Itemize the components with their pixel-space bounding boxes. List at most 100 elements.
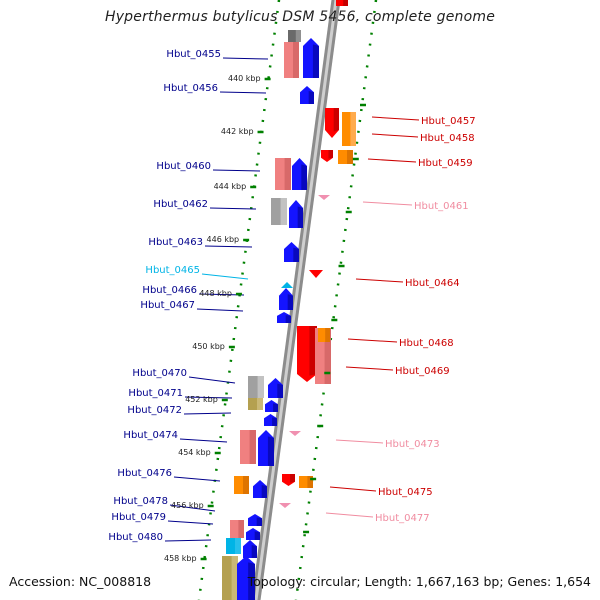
leader-line [212, 169, 261, 172]
accession-text: Accession: NC_008818 [9, 574, 152, 589]
leader-line [219, 91, 267, 94]
feature-box-pink [240, 430, 256, 464]
gene-label-right[interactable]: Hbut_0477 [375, 513, 430, 524]
gene-label-left[interactable]: Hbut_0480 [108, 532, 163, 543]
gene-arrow-forward [279, 288, 293, 310]
gene-arrow-forward [277, 312, 291, 323]
feature-box-gray [248, 376, 264, 398]
feature-box-pink [284, 42, 299, 78]
gene-label-left[interactable]: Hbut_0465 [145, 265, 200, 276]
gene-label-right[interactable]: Hbut_0458 [420, 133, 475, 144]
feature-box-orange [318, 328, 330, 342]
leader-line [209, 207, 257, 210]
ruler-label: 440 kbp [228, 74, 261, 83]
gene-arrow-forward [292, 158, 307, 190]
feature-box-olive [222, 556, 238, 600]
feature-box-olive [248, 398, 263, 410]
gene-label-left[interactable]: Hbut_0467 [140, 300, 195, 311]
gene-arrow-forward [253, 480, 267, 498]
ruler-rail-right [294, 0, 378, 600]
leader-line [169, 504, 216, 512]
gene-label-left[interactable]: Hbut_0463 [148, 237, 203, 248]
leader-line [201, 273, 249, 280]
feature-box-pink [230, 520, 244, 538]
gene-label-right[interactable]: Hbut_0464 [405, 278, 460, 289]
leader-line [196, 308, 244, 312]
feature-box-orange [342, 112, 356, 146]
leader-line [325, 512, 374, 518]
ruler-label: 456 kbp [171, 501, 204, 510]
gene-arrow-forward [243, 540, 257, 558]
gene-arrow-reverse [297, 326, 317, 382]
gene-label-left[interactable]: Hbut_0456 [163, 83, 218, 94]
ruler-label: 452 kbp [185, 395, 218, 404]
leader-line [371, 116, 420, 121]
feature-box-red [336, 0, 348, 6]
gene-label-left[interactable]: Hbut_0476 [117, 468, 172, 479]
feature-box-orange [299, 476, 313, 488]
genome-title: Hyperthermus butylicus DSM 5456, complet… [104, 9, 496, 25]
feature-box-cyan [226, 538, 241, 554]
gene-label-left[interactable]: Hbut_0455 [166, 49, 221, 60]
leader-line [167, 520, 214, 525]
gene-label-left[interactable]: Hbut_0479 [111, 512, 166, 523]
leader-line [355, 278, 404, 283]
gene-label-left[interactable]: Hbut_0460 [156, 161, 211, 172]
feature-box-gray [288, 30, 301, 42]
ruler-labels: 440 kbp 442 kbp 444 kbp 446 kbp 448 kbp 450 k… [164, 74, 366, 563]
gene-label-right[interactable]: Hbut_0459 [418, 158, 473, 169]
gene-label-left[interactable]: Hbut_0470 [132, 368, 187, 379]
ruler-label: 442 kbp [221, 127, 254, 136]
gene-label-left[interactable]: Hbut_0466 [142, 285, 197, 296]
leader-line [164, 539, 212, 542]
leader-line [345, 366, 394, 371]
genome-backbone [251, 0, 341, 600]
gene-labels: Hbut_0455 Hbut_0456 Hbut_0460 Hbut_0462 Hbut… [108, 49, 475, 543]
gene-label-left[interactable]: Hbut_0474 [123, 430, 178, 441]
genome-summary-text: Topology: circular; Length: 1,667,163 bp… [247, 574, 591, 589]
gene-label-right[interactable]: Hbut_0457 [421, 116, 476, 127]
leader-line [183, 412, 232, 415]
ruler-label: 448 kbp [199, 289, 232, 298]
gene-label-left[interactable]: Hbut_0471 [128, 388, 183, 399]
feature-box-pink [275, 158, 291, 190]
ruler-label: 446 kbp [207, 235, 240, 244]
gene-arrow-forward [300, 86, 314, 104]
gene-arrow-reverse [282, 474, 295, 486]
ruler-label: 444 kbp [214, 182, 247, 191]
ruler-rail-left [197, 0, 281, 600]
leader-line [188, 376, 236, 384]
gene-arrow-forward [248, 514, 262, 526]
gene-arrow-forward [284, 242, 299, 262]
ruler-dotted-rails [197, 0, 378, 600]
ruler-label: 450 kbp [192, 342, 225, 351]
gene-label-right[interactable]: Hbut_0461 [414, 201, 469, 212]
gene-label-right[interactable]: Hbut_0469 [395, 366, 450, 377]
gene-features [222, 0, 356, 600]
leader-line [367, 158, 417, 163]
gene-arrow-forward [268, 378, 283, 398]
leader-line [371, 133, 419, 138]
leader-line [184, 396, 233, 399]
gene-label-left[interactable]: Hbut_0478 [113, 496, 168, 507]
leader-line [347, 338, 398, 343]
gene-label-right[interactable]: Hbut_0473 [385, 439, 440, 450]
gene-arrow-reverse [325, 108, 339, 138]
label-leader-lines [164, 57, 420, 542]
gene-label-left[interactable]: Hbut_0472 [127, 405, 182, 416]
leader-line [362, 201, 413, 206]
gene-arrow-forward [264, 414, 277, 426]
gene-label-left[interactable]: Hbut_0462 [153, 199, 208, 210]
gene-arrow-forward [237, 556, 255, 600]
gene-arrow-forward [258, 430, 274, 466]
feature-box-orange [338, 150, 353, 164]
gene-label-right[interactable]: Hbut_0468 [399, 338, 454, 349]
leader-line [335, 439, 384, 444]
gene-arrow-reverse [321, 150, 333, 162]
gene-label-right[interactable]: Hbut_0475 [378, 487, 433, 498]
feature-box-orange [234, 476, 249, 494]
leader-line [179, 438, 228, 443]
leader-line [222, 57, 269, 60]
leader-line [173, 476, 221, 482]
